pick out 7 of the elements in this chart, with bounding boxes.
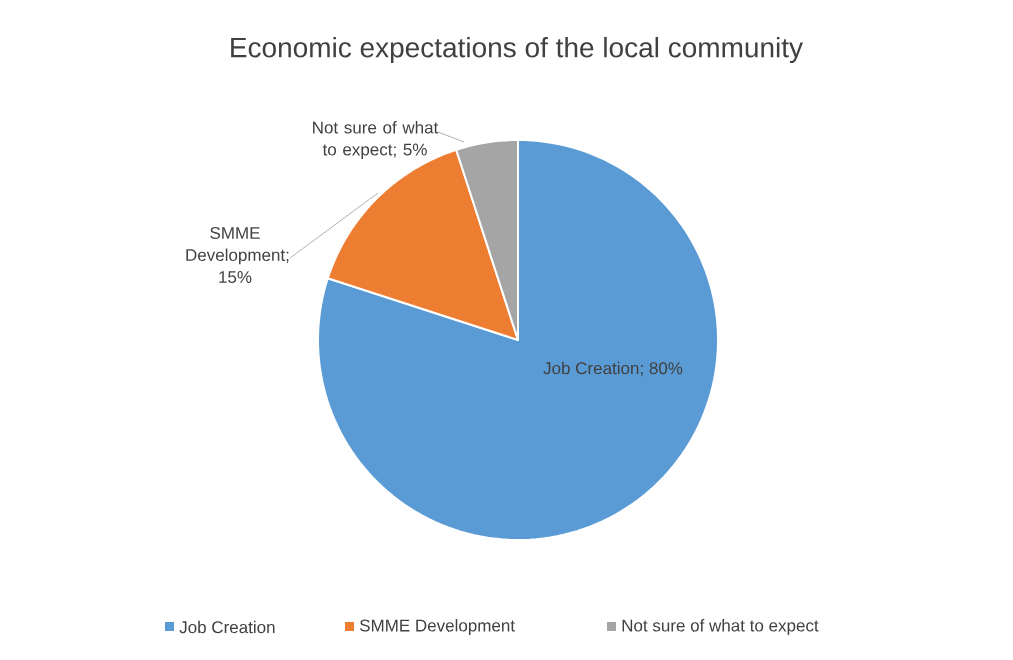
legend-label: Not sure of what to expect (622, 619, 819, 635)
legend-label: Job Creation (179, 620, 275, 634)
data-label: SMME Development; 15% (186, 226, 289, 284)
data-label: Job Creation; 80% (543, 361, 683, 377)
legend-label: SMME Development (359, 619, 515, 635)
chart-title: Economic expectations of the local community (231, 36, 803, 64)
data-label: Not sure of what to expect; 5% (313, 121, 439, 159)
